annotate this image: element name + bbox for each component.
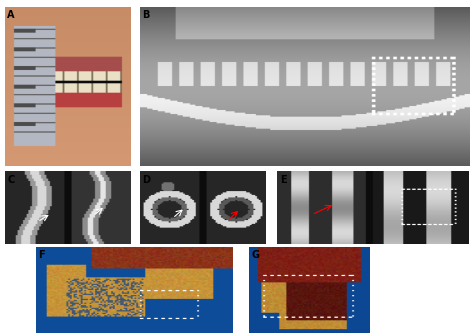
- Text: F: F: [38, 250, 45, 260]
- Text: C: C: [7, 175, 14, 185]
- Text: A: A: [7, 10, 15, 20]
- Text: B: B: [142, 10, 150, 20]
- Text: G: G: [251, 250, 259, 260]
- Text: D: D: [142, 175, 150, 185]
- Text: E: E: [280, 175, 286, 185]
